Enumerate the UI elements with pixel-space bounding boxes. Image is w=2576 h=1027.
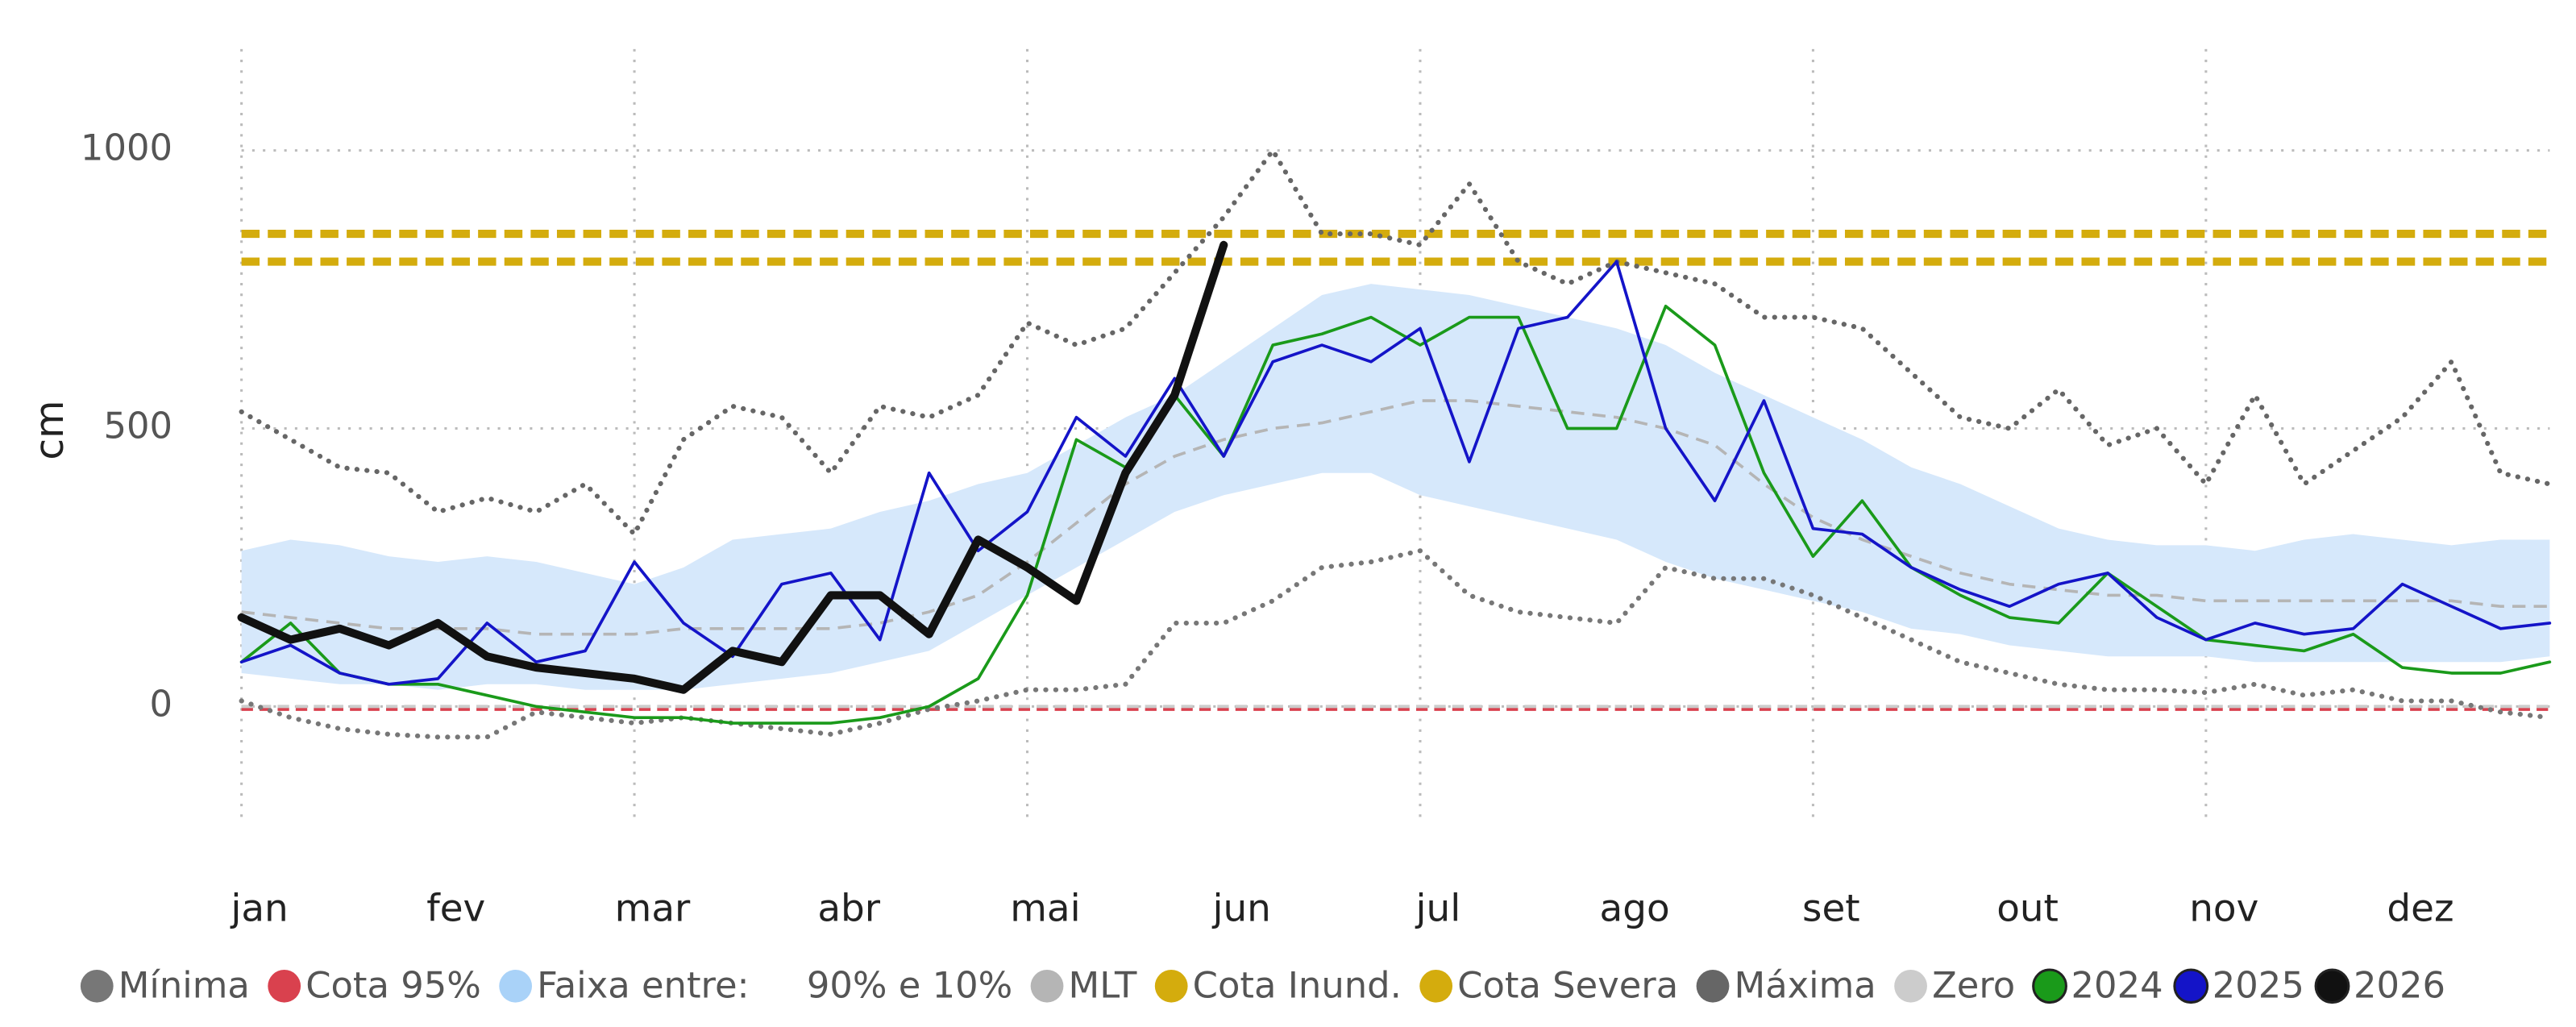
y-tick-label: 1000 — [81, 127, 172, 169]
x-tick-label: jul — [1415, 888, 1461, 931]
legend-marker — [499, 969, 533, 1003]
legend-marker — [1154, 969, 1188, 1003]
legend-label: Mínima — [118, 963, 250, 1006]
legend-marker — [1419, 969, 1453, 1003]
x-tick-label: out — [1996, 888, 2059, 931]
y-tick-label: 500 — [103, 405, 172, 447]
legend-item: Zero — [1894, 963, 2015, 1006]
legend-item: Faixa entre: 90% e 10% — [499, 963, 1012, 1006]
legend-item: Cota 95% — [268, 963, 481, 1006]
legend-marker — [80, 969, 114, 1003]
series-line — [239, 304, 2552, 725]
x-tick-label: mar — [615, 888, 691, 931]
x-tick-label: abr — [817, 888, 881, 931]
series-line — [239, 260, 2552, 686]
legend-item: Mínima — [80, 963, 250, 1006]
legend-label: 2025 — [2212, 963, 2304, 1006]
legend-marker — [2032, 968, 2067, 1004]
legend-marker — [2173, 968, 2209, 1004]
legend-label: Cota Inund. — [1193, 963, 1402, 1006]
y-tick-label: 0 — [149, 682, 172, 725]
legend-item: 2025 — [2173, 963, 2304, 1006]
legend-marker — [1696, 969, 1730, 1003]
x-tick-label: fev — [426, 888, 485, 931]
x-tick-label: mai — [1010, 888, 1080, 931]
legend-marker — [268, 969, 301, 1003]
x-tick-label: nov — [2189, 888, 2258, 931]
x-tick-label: set — [1802, 888, 1860, 931]
band-area — [241, 284, 2550, 690]
legend-label: Máxima — [1735, 963, 1876, 1006]
legend-item: Cota Inund. — [1154, 963, 1402, 1006]
legend-label: Faixa entre: 90% e 10% — [537, 963, 1012, 1006]
legend-label: Cota 95% — [305, 963, 481, 1006]
series-line — [237, 240, 1228, 694]
x-tick-label: dez — [2387, 888, 2453, 931]
legend-marker — [2314, 968, 2350, 1004]
legend-label: 2024 — [2071, 963, 2163, 1006]
legend-label: MLT — [1069, 963, 1138, 1006]
legend-label: 2026 — [2354, 963, 2445, 1006]
legend-item: Cota Severa — [1419, 963, 1678, 1006]
legend-item: 2026 — [2314, 963, 2445, 1006]
x-tick-label: jun — [1211, 888, 1270, 931]
legend-marker — [1894, 969, 1927, 1003]
y-axis-label: cm — [27, 400, 73, 459]
x-tick-label: ago — [1600, 888, 1670, 931]
legend-item: 2024 — [2032, 963, 2163, 1006]
legend-item: Máxima — [1696, 963, 1876, 1006]
series-line — [239, 548, 2553, 740]
series-line — [239, 148, 2553, 537]
legend-label: Cota Severa — [1457, 963, 1678, 1006]
series-line — [241, 399, 2550, 636]
legend-marker — [1030, 969, 1064, 1003]
legend-item: MLT — [1030, 963, 1138, 1006]
x-tick-label: jan — [230, 888, 288, 931]
legend-label: Zero — [1932, 963, 2015, 1006]
